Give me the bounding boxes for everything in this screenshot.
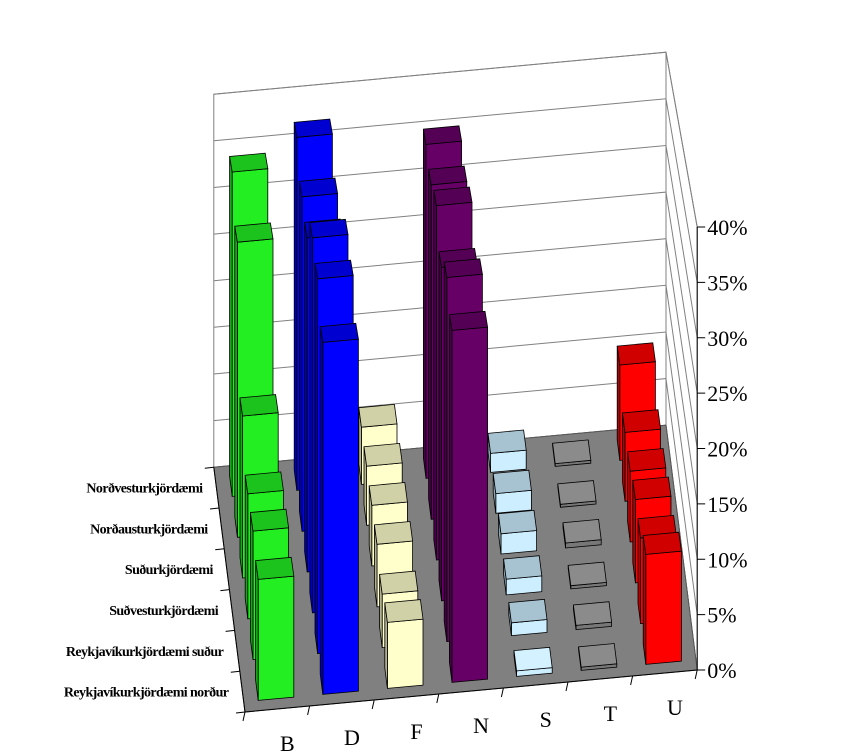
series-tick bbox=[235, 711, 246, 714]
category-tick bbox=[630, 675, 634, 686]
series-tick bbox=[209, 507, 220, 510]
chart-axes bbox=[204, 226, 706, 722]
bar-S-2 bbox=[503, 555, 543, 596]
bar-T-1 bbox=[572, 601, 613, 631]
value-tick-label: 10% bbox=[707, 547, 747, 572]
bar-S-5 bbox=[487, 429, 527, 473]
category-tick bbox=[242, 711, 246, 722]
value-tick-label: 40% bbox=[707, 215, 747, 240]
bar-T-4 bbox=[557, 480, 597, 508]
gridline bbox=[213, 284, 698, 504]
series-label: Reykjavíkurkjördæmi norður bbox=[64, 685, 229, 701]
chart-bars bbox=[229, 118, 682, 701]
bar-S-0 bbox=[513, 646, 553, 677]
category-label: T bbox=[604, 701, 618, 726]
gridline bbox=[213, 98, 698, 283]
category-label: N bbox=[473, 713, 489, 738]
gridline bbox=[213, 378, 698, 615]
gridline bbox=[213, 191, 698, 394]
bar-D-0 bbox=[319, 322, 359, 695]
value-tick-label: 5% bbox=[707, 603, 736, 628]
bar-S-4 bbox=[492, 469, 532, 514]
value-tick-label: 25% bbox=[707, 381, 747, 406]
bar-T-3 bbox=[562, 518, 602, 549]
series-label: Norðausturkjördæmi bbox=[90, 521, 208, 537]
bar-U-0 bbox=[642, 531, 682, 665]
bar-T-2 bbox=[567, 561, 607, 590]
chart-labels: 0% 5% 10% 15% 20% 25% 30% 35% 40% B D F N S T U Reykjaví… bbox=[64, 215, 748, 755]
bar-B-0 bbox=[255, 556, 295, 701]
value-tick-label: 20% bbox=[707, 437, 747, 462]
bar-T-5 bbox=[552, 439, 592, 467]
series-tick bbox=[220, 589, 230, 592]
gridline bbox=[213, 331, 698, 560]
bar-S-1 bbox=[508, 598, 548, 637]
series-label: Suðurkjördæmi bbox=[125, 562, 214, 578]
category-tick bbox=[371, 699, 375, 710]
value-tick-label: 35% bbox=[707, 270, 747, 295]
value-tick-label: 15% bbox=[707, 492, 747, 517]
series-label: Norðvesturkjördæmi bbox=[86, 481, 203, 497]
category-axis bbox=[244, 669, 698, 713]
series-tick bbox=[225, 629, 235, 632]
category-label: U bbox=[667, 695, 683, 720]
category-label: S bbox=[540, 707, 552, 732]
bar-F-0 bbox=[384, 599, 424, 689]
category-label: F bbox=[410, 719, 422, 744]
category-tick bbox=[500, 687, 504, 698]
series-label: Reykjavíkurkjördæmi suður bbox=[66, 644, 224, 660]
series-tick bbox=[215, 548, 225, 551]
category-tick bbox=[436, 693, 440, 704]
series-label: Suðvesturkjördæmi bbox=[109, 603, 219, 619]
gridline bbox=[213, 144, 698, 338]
gridline bbox=[213, 51, 698, 228]
bar-N-0 bbox=[448, 310, 489, 683]
category-label: D bbox=[344, 725, 360, 750]
bar-T-0 bbox=[578, 643, 618, 671]
category-label: B bbox=[280, 731, 295, 755]
series-tick bbox=[204, 466, 214, 469]
category-tick bbox=[694, 669, 698, 680]
value-tick-label: 30% bbox=[707, 326, 747, 351]
series-tick bbox=[230, 670, 240, 673]
category-tick bbox=[307, 705, 311, 716]
category-tick bbox=[565, 681, 569, 692]
bar-S-3 bbox=[497, 509, 538, 555]
value-tick-label: 0% bbox=[707, 658, 736, 683]
gridline bbox=[213, 238, 698, 449]
